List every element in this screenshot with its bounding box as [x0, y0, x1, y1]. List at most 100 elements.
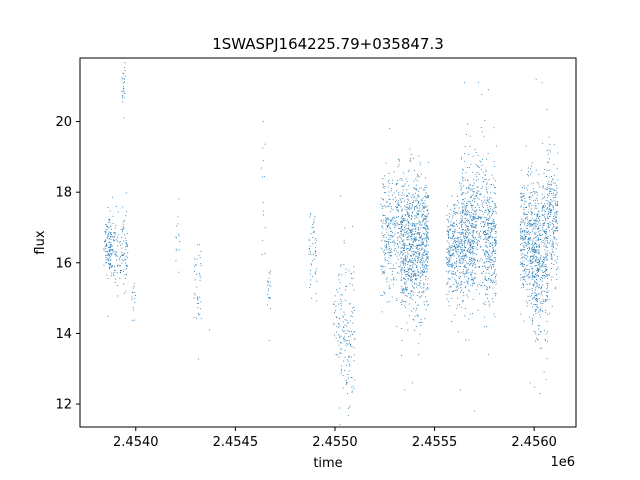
data-point	[418, 291, 420, 293]
data-point	[525, 145, 527, 147]
data-point	[477, 260, 479, 262]
data-point	[424, 251, 426, 253]
data-point	[421, 239, 423, 240]
data-point	[262, 202, 264, 204]
data-point	[463, 201, 465, 203]
data-point	[411, 202, 413, 204]
data-point	[469, 245, 471, 247]
data-point	[424, 205, 426, 207]
data-point	[409, 159, 411, 161]
data-point	[546, 274, 547, 275]
data-point	[479, 216, 481, 218]
data-point	[476, 249, 478, 251]
data-point	[553, 214, 555, 216]
data-point	[521, 205, 523, 207]
data-point	[199, 308, 201, 310]
data-point	[486, 182, 488, 184]
data-point	[487, 210, 489, 212]
data-point	[454, 239, 456, 241]
data-point	[554, 182, 556, 184]
data-point	[425, 236, 427, 238]
data-point	[109, 219, 111, 221]
data-point	[534, 226, 536, 228]
data-point	[555, 230, 557, 232]
data-point	[554, 197, 556, 198]
data-point	[484, 179, 486, 181]
data-point	[531, 248, 533, 250]
data-point	[475, 289, 477, 291]
data-point	[465, 253, 467, 255]
data-point	[114, 278, 116, 280]
data-point	[400, 269, 402, 271]
data-point	[417, 271, 419, 272]
data-point	[468, 268, 470, 270]
data-point	[528, 230, 530, 232]
data-point	[540, 301, 542, 303]
data-point	[492, 219, 494, 220]
data-point	[491, 222, 492, 224]
chart-title: 1SWASPJ164225.79+035847.3	[212, 35, 444, 53]
data-point	[528, 171, 529, 173]
data-point	[531, 165, 532, 167]
data-point	[546, 288, 548, 290]
data-point	[531, 262, 533, 264]
data-point	[465, 233, 466, 235]
data-point	[270, 285, 272, 287]
data-point	[386, 247, 388, 249]
data-point	[404, 205, 406, 207]
data-point	[472, 231, 474, 233]
data-point	[482, 177, 484, 179]
data-point	[422, 266, 424, 268]
data-point	[446, 231, 448, 233]
data-point	[534, 308, 536, 310]
data-point	[416, 213, 418, 215]
data-point	[106, 244, 108, 246]
data-point	[405, 215, 407, 217]
data-point	[552, 179, 554, 181]
data-point	[402, 241, 404, 242]
data-point	[427, 244, 429, 246]
data-point	[415, 225, 417, 227]
data-point	[381, 221, 383, 223]
data-point	[536, 274, 538, 276]
data-point	[427, 265, 429, 266]
data-point	[472, 171, 474, 173]
data-point	[553, 216, 555, 217]
data-point	[423, 301, 425, 303]
data-point	[453, 283, 455, 285]
data-point	[482, 232, 484, 234]
data-point	[539, 224, 541, 226]
data-point	[124, 62, 126, 64]
data-point	[409, 260, 411, 262]
data-point	[459, 260, 461, 262]
data-point	[467, 228, 469, 230]
data-point	[417, 232, 419, 233]
data-point	[540, 288, 542, 290]
data-point	[401, 268, 403, 270]
data-point	[466, 294, 468, 296]
data-point	[544, 211, 546, 212]
data-point	[409, 229, 411, 231]
data-point	[416, 266, 417, 268]
data-point	[484, 231, 485, 232]
data-point	[446, 283, 448, 285]
data-point	[454, 248, 456, 250]
data-point	[521, 242, 523, 244]
data-point	[401, 257, 403, 259]
data-point	[478, 233, 480, 235]
data-point	[555, 221, 557, 223]
data-point	[406, 189, 408, 191]
data-point	[542, 223, 544, 225]
data-point	[490, 197, 492, 199]
data-point	[398, 232, 399, 234]
data-point	[535, 169, 537, 171]
data-point	[483, 265, 485, 267]
data-point	[536, 274, 538, 276]
data-point	[546, 247, 548, 248]
data-point	[178, 233, 179, 235]
data-point	[539, 253, 540, 255]
data-point	[546, 234, 547, 236]
data-point	[401, 292, 403, 294]
data-point	[473, 217, 475, 219]
data-point	[540, 256, 541, 258]
